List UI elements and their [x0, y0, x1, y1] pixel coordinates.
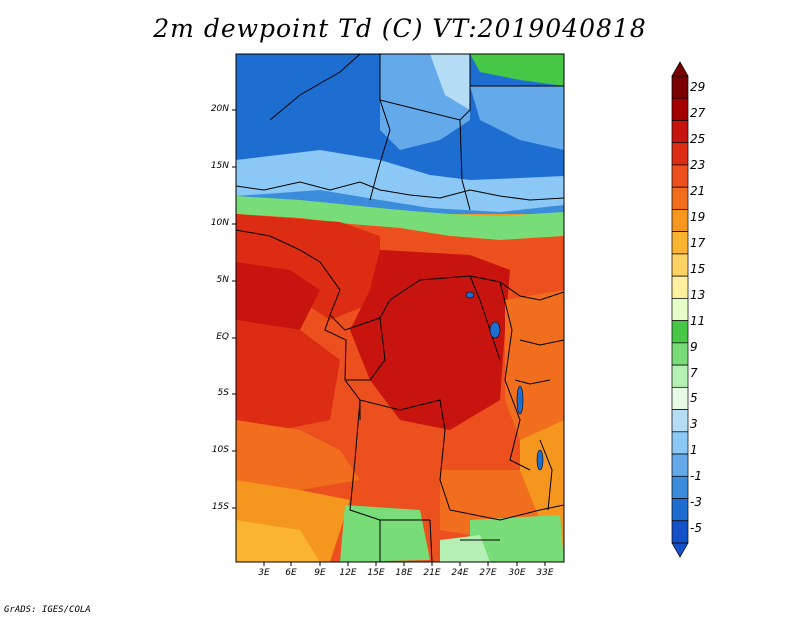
colorbar-label: 29 [690, 80, 706, 95]
y-label-10s: 10S [211, 445, 229, 455]
colorbar-swatch [671, 275, 689, 299]
colorbar-label: -1 [690, 469, 702, 484]
colorbar-swatch [671, 320, 689, 344]
colorbar-swatch [671, 231, 689, 255]
colorbar-label: 25 [690, 132, 706, 146]
colorbar-swatch [671, 186, 689, 210]
x-label-12e: 12E [339, 568, 357, 578]
colorbar-label: 9 [690, 339, 698, 354]
x-label-30e: 30E [508, 568, 526, 578]
colorbar-label: 27 [690, 106, 706, 121]
colorbar-label: -3 [690, 495, 702, 510]
y-ticks [232, 109, 236, 509]
x-label-6e: 6E [285, 568, 297, 578]
y-label-eq: EQ [216, 332, 229, 342]
x-label-15e: 15E [367, 568, 385, 578]
x-label-27e: 27E [479, 568, 497, 578]
colorbar-label: 17 [690, 235, 706, 250]
colorbar-swatch [671, 386, 689, 410]
x-label-3e: 3E [258, 568, 270, 578]
colorbar [671, 61, 689, 558]
colorbar-swatch [671, 453, 689, 477]
colorbar-label: 13 [690, 287, 706, 302]
y-label-15n: 15N [210, 161, 229, 171]
colorbar-swatch [671, 120, 689, 144]
colorbar-swatch [671, 298, 689, 321]
colorbar-label: 3 [690, 417, 698, 432]
credit-text: GrADS: IGES/COLA [4, 605, 91, 615]
colorbar-label: 11 [690, 313, 706, 328]
x-label-18e: 18E [395, 568, 413, 578]
x-label-33e: 33E [536, 568, 554, 578]
colorbar-label: 15 [690, 261, 706, 276]
y-label-5s: 5S [217, 388, 229, 398]
colorbar-label: 1 [690, 443, 698, 458]
colorbar-swatch [671, 75, 689, 99]
y-label-5n: 5N [216, 275, 229, 285]
colorbar-swatch [671, 209, 689, 233]
y-label-15s: 15S [211, 502, 229, 512]
colorbar-label: 7 [690, 365, 698, 380]
colorbar-swatch [671, 364, 689, 388]
colorbar-label: 21 [690, 183, 706, 198]
y-label-20n: 20N [210, 104, 229, 114]
colorbar-bottom-arrow [671, 542, 689, 558]
colorbar-swatch [671, 164, 689, 188]
map-border [235, 53, 565, 563]
colorbar-top-arrow [671, 61, 689, 77]
colorbar-swatch [671, 342, 689, 366]
map-field [236, 54, 564, 562]
colorbar-swatch [671, 520, 689, 544]
colorbar-label: -5 [690, 521, 702, 536]
colorbar-swatch [671, 97, 689, 121]
colorbar-label: 5 [690, 391, 698, 406]
colorbar-swatch [671, 142, 689, 166]
x-label-24e: 24E [451, 568, 469, 578]
x-label-21e: 21E [423, 568, 441, 578]
colorbar-label: 19 [690, 209, 706, 224]
colorbar-swatch [671, 431, 689, 455]
x-label-9e: 9E [314, 568, 326, 578]
colorbar-swatch [671, 409, 689, 433]
map-title: 2m dewpoint Td (C) VT:2019040818 [153, 14, 647, 43]
y-label-10n: 10N [210, 218, 229, 228]
colorbar-swatch [671, 475, 689, 499]
colorbar-label: 23 [690, 157, 706, 172]
x-ticks [263, 562, 546, 566]
colorbar-swatch [671, 498, 689, 522]
colorbar-swatch [671, 253, 689, 277]
